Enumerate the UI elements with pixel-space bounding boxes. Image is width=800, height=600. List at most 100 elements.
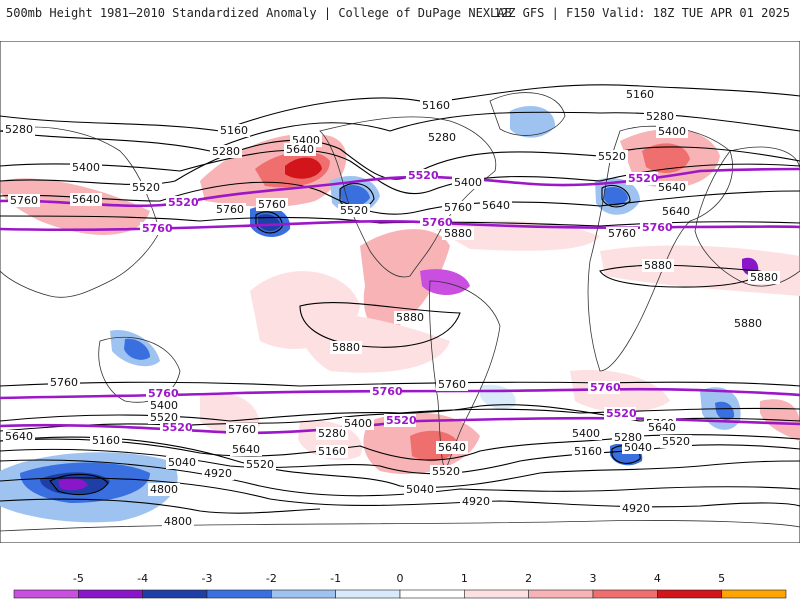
label-5760-wp: 5760 [258,198,286,211]
colorbar-swatch [335,589,401,599]
label-4920-sw: 4920 [204,467,232,480]
label-5880-in: 5880 [750,271,778,284]
label-5280-eu: 5280 [646,110,674,123]
label-5640-ia: 5640 [648,421,676,434]
coast-antarctica [0,520,800,532]
positive-anomaly-w-pacific [0,178,150,235]
label-5760-na: 5760 [444,201,472,214]
label-5040-ia: 5040 [624,441,652,454]
label-5880-tp: 5880 [396,311,424,324]
label-5040-sa: 5040 [406,483,434,496]
coastlines [0,92,800,532]
label-5400-ga: 5520 [340,204,368,217]
colorbar-swatch [464,589,529,599]
contour-5040-south [0,459,800,497]
label-5760-sa: 5760 [438,378,466,391]
label-5160-np: 5160 [220,124,248,137]
positive-anomaly-europe-core [642,143,690,173]
label-5640-nz: 5640 [232,443,260,456]
contour-5160-south [0,436,800,488]
negative-anomaly-n-atlantic-core [604,187,628,206]
header: 500mb Height 1981–2010 Standardized Anom… [0,0,800,26]
contour-5400-south [0,434,800,461]
label-5400-sa: 5520 [432,465,460,478]
label-5520-eu: 5400 [658,125,686,138]
label-5520-hl-sw: 5520 [162,421,193,434]
highlight-5520-south [0,416,800,435]
negative-anomaly-s-ocean-w-max [58,478,88,491]
label-5640-na: 5640 [482,199,510,212]
label-5520-sp: 5400 [344,417,372,430]
colorbar-tick-label: 5 [718,572,725,585]
colorbar-ticks: -5 -4 -3 -2 -1 0 1 2 3 4 5 [73,572,725,585]
anomaly-map: 5280 5160 5400 5640 5280 5160 5280 5160 … [0,41,800,543]
colorbar-swatch [721,589,787,599]
label-5760-sw: 5760 [50,376,78,389]
label-5760-nz: 5760 [228,423,256,436]
colorbar-swatch [142,589,208,599]
label-5880-io: 5880 [734,317,762,330]
label-5520-hl-ia: 5520 [606,407,637,420]
label-5400-ia: 5520 [662,435,690,448]
negative-anomaly-w-pacific-core [258,214,281,231]
label-5520-na2: 5400 [454,176,482,189]
label-5640-sa: 5640 [438,441,466,454]
colorbar-tick-label: 0 [397,572,404,585]
colorbar-tick-label: 3 [590,572,597,585]
negative-anomaly-aus-core [124,338,150,360]
label-5400-nw: 5520 [132,181,160,194]
label-5880-tp2: 5880 [332,341,360,354]
colorbar-swatch [592,589,658,599]
colorbar-tick-label: -5 [73,572,84,585]
coast-north-america [319,116,497,278]
colorbar-swatch [271,589,336,599]
colorbar-tick-label: 2 [525,572,532,585]
label-5160-sw: 5160 [92,434,120,447]
contour-5760-south [0,381,800,387]
colorbar-tick-label: 1 [461,572,468,585]
colorbar-swatch [399,589,465,599]
label-5640-eu: 5640 [658,181,686,194]
run-info: 12Z GFS | F150 Valid: 18Z TUE APR 01 202… [493,6,790,20]
colorbar-tick-label: -2 [266,572,277,585]
label-5520-ia: 5400 [572,427,600,440]
negative-anomaly-s-indian-e-core [715,401,735,420]
label-5280-ia: 5280 [614,431,642,444]
label-4800-sw2: 4800 [164,515,192,528]
label-5400-nz: 5520 [246,458,274,471]
colorbar-tick-label: -1 [330,572,341,585]
label-5760-hl-na: 5760 [422,216,453,229]
label-5640-np: 5640 [286,143,314,156]
highlight-label-layer: 5520 5520 5520 5760 5760 5760 5760 5760 … [140,169,673,434]
colorbar-swatch [206,589,272,599]
label-5520-nw: 5400 [72,161,100,174]
label-5520-hl-na: 5520 [408,169,439,182]
coast-asia-west [0,126,161,298]
closed-low-s-ocean-w [49,473,109,496]
contour-4800-south [0,498,321,514]
negative-anomaly-greenland [510,106,555,138]
label-5760-nw: 5760 [10,194,38,207]
colorbar-swatch [13,589,79,599]
colorbar-tick-label: 4 [654,572,661,585]
colorbar-tick-label: -3 [202,572,213,585]
label-5160-eu: 5160 [626,88,654,101]
label-5520-hl-eu: 5520 [628,172,659,185]
label-5280-np: 5280 [212,145,240,158]
colorbar-swatch [78,589,143,599]
coast-asia [694,146,800,287]
label-5640-sw: 5640 [5,430,33,443]
label-5760-eu: 5760 [608,227,636,240]
label-5520-hl-np: 5520 [168,196,199,209]
closed-low-n-atlantic [601,184,631,208]
label-5760-hl-ia: 5760 [590,381,621,394]
coast-greenland [489,92,566,136]
label-5160-sp: 5160 [318,445,346,458]
positive-anomaly-n-pacific-max [285,157,322,179]
label-5520-sw: 5400 [150,399,178,412]
colorbar-swatches [13,589,787,599]
contour-5880-trop [299,302,461,348]
map-title: 500mb Height 1981–2010 Standardized Anom… [6,6,512,20]
colorbar-swatch [657,589,722,599]
colorbar: -5 -4 -3 -2 -1 0 1 2 3 4 5 [13,572,787,599]
